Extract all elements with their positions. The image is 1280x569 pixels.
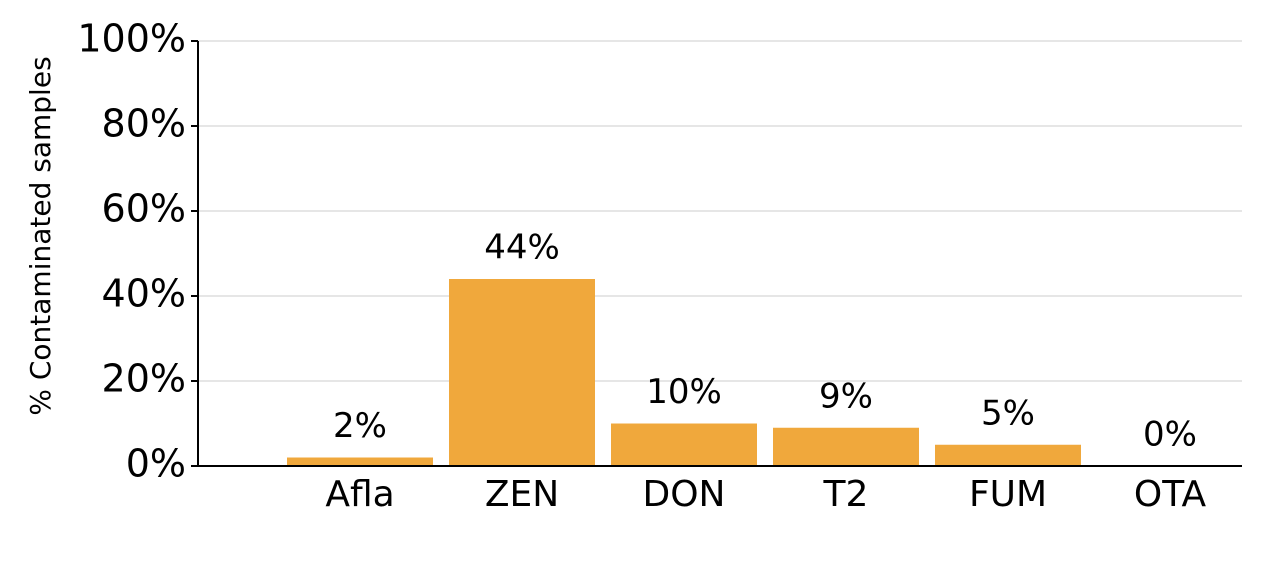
x-tick-label: T2 [823, 474, 869, 515]
bar [449, 279, 595, 466]
value-label: 5% [981, 393, 1035, 433]
value-label: 9% [819, 376, 873, 416]
x-tick-label: FUM [969, 474, 1047, 515]
x-tick-label: OTA [1134, 474, 1207, 515]
value-label: 10% [646, 372, 722, 412]
value-label: 0% [1143, 415, 1197, 455]
y-tick-label: 100% [77, 17, 186, 61]
bar [935, 444, 1081, 466]
y-tick-label: 80% [102, 102, 186, 146]
x-tick-label: ZEN [485, 474, 559, 515]
y-tick-label: 0% [126, 442, 186, 486]
x-tick-label: Afla [325, 474, 394, 515]
value-label: 2% [333, 406, 387, 446]
bar [287, 457, 433, 466]
y-tick-label: 60% [102, 187, 186, 231]
value-label: 44% [484, 228, 560, 268]
y-tick-label: 40% [102, 272, 186, 316]
bar [773, 427, 919, 466]
y-tick-label: 20% [102, 357, 186, 401]
x-tick-label: DON [643, 474, 726, 515]
bar [611, 423, 757, 466]
y-axis-label: % Contaminated samples [24, 56, 57, 415]
